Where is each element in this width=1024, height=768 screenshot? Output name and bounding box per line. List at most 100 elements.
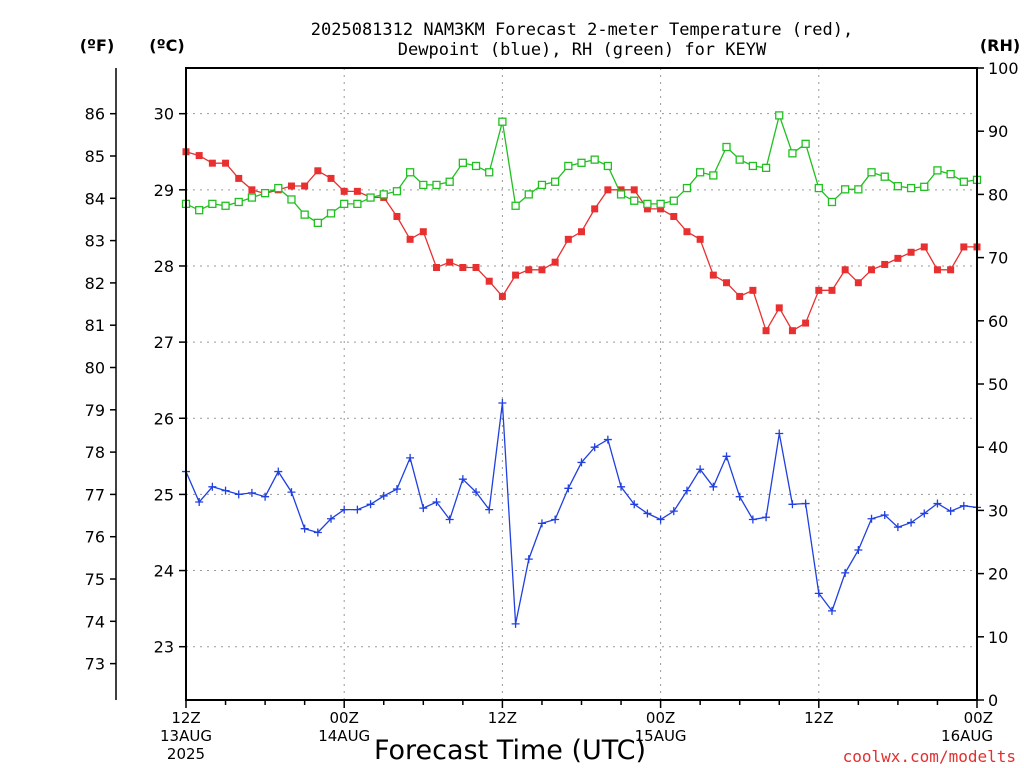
x-axis-label: Forecast Time (UTC) — [374, 735, 646, 766]
dewpoint-point — [827, 606, 836, 615]
chart-title-line1: 2025081312 NAM3KM Forecast 2-meter Tempe… — [311, 20, 853, 40]
rh-point — [669, 196, 678, 205]
rh-point — [419, 180, 428, 190]
dewpoint-point — [498, 399, 507, 408]
rh-point — [537, 180, 547, 190]
rh-point — [550, 177, 560, 186]
temperature-point — [327, 174, 335, 182]
rh-point — [260, 188, 270, 198]
dewpoint-point — [775, 429, 784, 438]
temperature-point — [591, 205, 599, 213]
dewpoint-point — [959, 501, 968, 510]
x-tick-label-year: 2025 — [167, 745, 205, 763]
fahrenheit-tick-label: 76 — [85, 528, 105, 547]
temperature-point — [881, 260, 889, 268]
rh-point — [458, 158, 468, 167]
temperature-point — [630, 186, 638, 194]
dewpoint-point — [353, 505, 362, 514]
credit-text: coolwx.com/modelts — [843, 747, 1016, 766]
rh-point — [287, 195, 296, 204]
rh-point — [682, 183, 692, 193]
temperature-point — [657, 205, 665, 213]
rh-point — [920, 182, 929, 191]
dewpoint-point — [551, 515, 560, 524]
dewpoint-point — [379, 491, 388, 500]
celsius-tick-label: 27 — [154, 333, 174, 352]
dewpoint-point — [577, 458, 586, 467]
dewpoint-point — [788, 500, 797, 509]
rh-unit-label: (RH) — [980, 36, 1020, 55]
rh-point — [801, 139, 810, 148]
dewpoint-point — [630, 500, 639, 509]
dewpoint-point — [920, 509, 929, 518]
rh-point — [471, 161, 481, 171]
rh-point — [788, 149, 797, 158]
temperature-point — [301, 182, 309, 190]
dewpoint-point — [234, 490, 243, 499]
dewpoint-point — [327, 514, 336, 523]
rh-point — [340, 199, 349, 209]
fahrenheit-tick-label: 86 — [85, 105, 105, 124]
rh-point — [656, 199, 665, 209]
rh-point — [827, 197, 837, 207]
rh-tick-label: 30 — [988, 501, 1008, 520]
dewpoint-point — [722, 452, 731, 461]
rh-point — [893, 182, 903, 191]
dewpoint-point — [735, 492, 744, 501]
dewpoint-point — [313, 528, 322, 537]
fahrenheit-tick-label: 82 — [85, 274, 105, 293]
rh-tick-label: 80 — [988, 185, 1008, 204]
rh-tick-label: 90 — [988, 122, 1008, 141]
dewpoint-point — [340, 505, 349, 514]
celsius-tick-label: 24 — [154, 562, 174, 581]
rh-point — [616, 190, 626, 199]
temperature-point — [564, 235, 572, 243]
series-dewpoint — [182, 399, 981, 628]
temperature-point — [736, 292, 744, 300]
x-tick-label-date: 15AUG — [635, 727, 687, 745]
fahrenheit-tick-label: 78 — [85, 443, 105, 462]
rh-point — [366, 193, 375, 202]
temperature-point — [525, 266, 533, 274]
rh-point — [485, 168, 494, 177]
temperature-point — [854, 279, 862, 287]
fahrenheit-tick-label: 79 — [85, 401, 105, 420]
rh-tick-label: 70 — [988, 249, 1008, 268]
dewpoint-point — [511, 619, 520, 628]
rh-point — [906, 183, 916, 193]
celsius-tick-label: 25 — [154, 485, 174, 504]
rh-point — [405, 168, 415, 177]
dewpoint-point — [643, 509, 652, 518]
temperature-point — [314, 167, 322, 175]
dewpoint-point — [247, 488, 256, 497]
rh-tick-label: 10 — [988, 628, 1008, 647]
temperature-point — [485, 277, 493, 285]
x-tick-label-date: 14AUG — [318, 727, 370, 745]
rh-point — [643, 199, 652, 209]
temperature-point — [604, 186, 612, 194]
rh-point — [933, 166, 942, 175]
rh-point — [274, 183, 283, 193]
temperature-point — [960, 243, 968, 251]
rh-point — [709, 171, 718, 180]
dewpoint-point — [709, 482, 718, 491]
x-tick-label-time: 00Z — [964, 709, 993, 727]
temperature-point — [775, 304, 783, 312]
data-series — [181, 111, 982, 628]
temperature-point — [920, 243, 928, 251]
rh-point — [195, 206, 204, 215]
temperature-point — [762, 327, 770, 335]
dewpoint-point — [669, 507, 678, 516]
dewpoint-point — [854, 545, 863, 554]
dewpoint-point — [274, 467, 283, 476]
fahrenheit-tick-label: 80 — [85, 359, 105, 378]
x-tick-label-time: 12Z — [804, 709, 833, 727]
rh-point — [603, 161, 613, 171]
dewpoint-point — [195, 498, 204, 507]
rh-point — [564, 161, 573, 171]
temperature-point — [248, 186, 256, 194]
rh-point — [498, 117, 507, 126]
temperature-point — [643, 205, 651, 213]
